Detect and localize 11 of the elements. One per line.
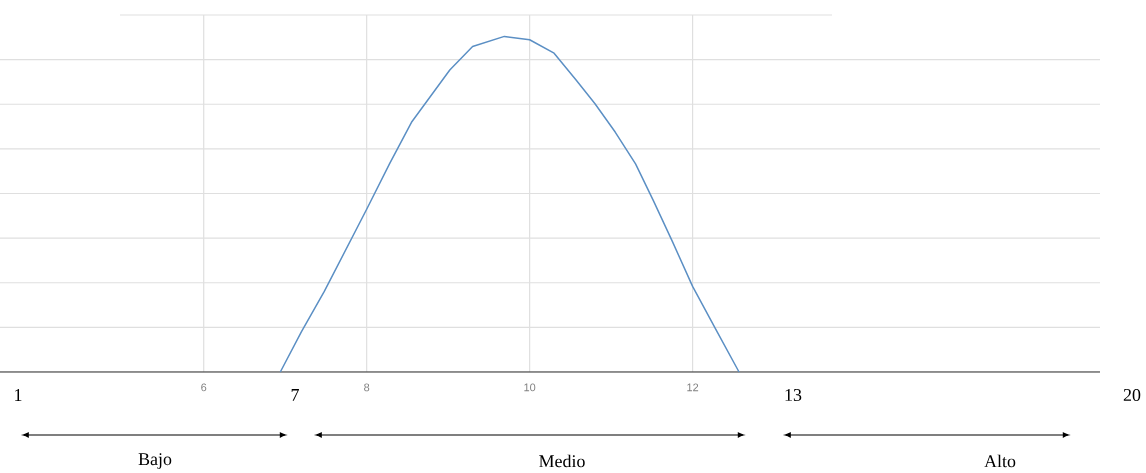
text: Medio [539, 454, 585, 468]
text: 20 [1123, 388, 1141, 402]
text: Alto [984, 454, 1016, 468]
text: 1 [15, 389, 22, 401]
x-tick-label: 8 [364, 383, 370, 392]
text: Bajo [138, 453, 172, 469]
x-tick-label: 6 [201, 383, 207, 392]
x-tick-label: 12 [687, 383, 699, 392]
text: 13 [785, 388, 802, 402]
x-tick-label: 10 [524, 383, 536, 392]
text: 7 [291, 389, 299, 401]
